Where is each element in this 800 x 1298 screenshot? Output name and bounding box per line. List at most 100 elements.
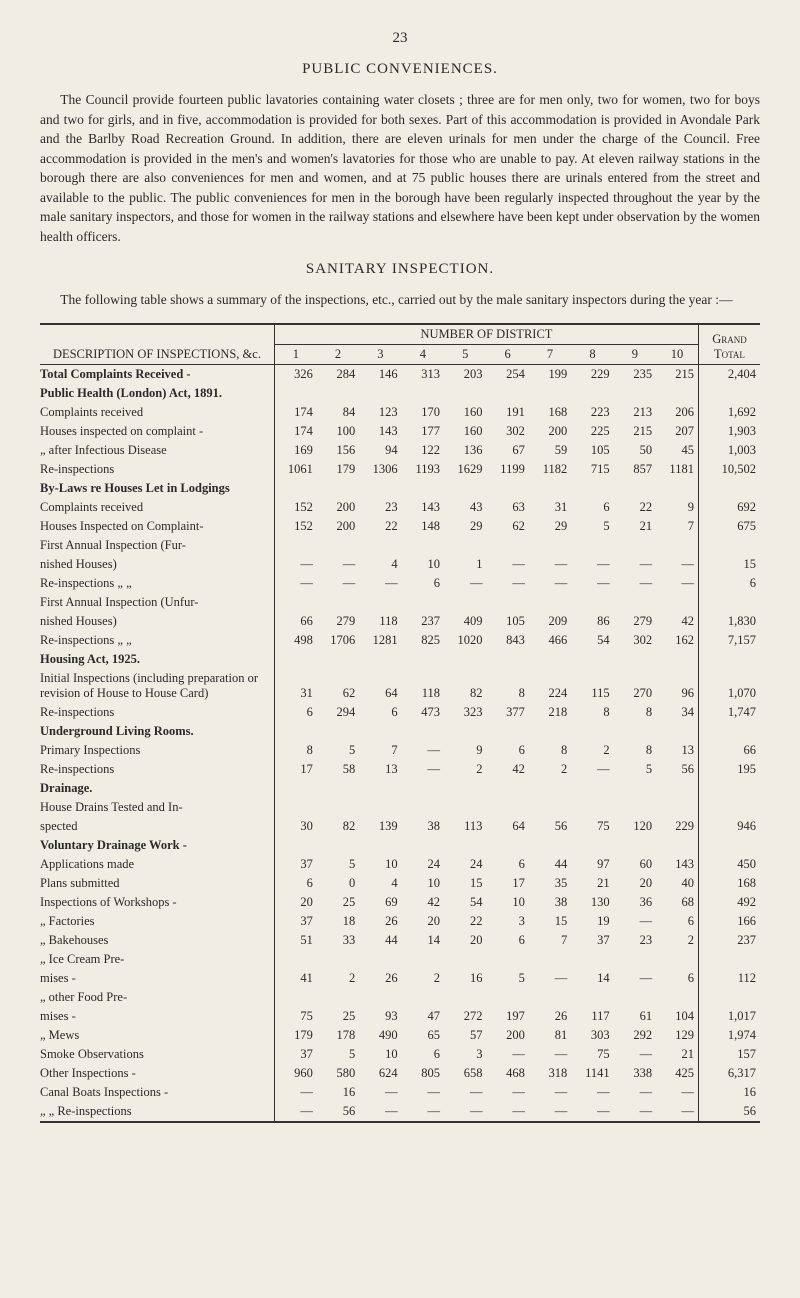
cell: [274, 950, 316, 969]
inspections-table: DESCRIPTION OF INSPECTIONS, &c. NUMBER O…: [40, 323, 760, 1123]
cell: 37: [274, 1045, 316, 1064]
cell: 715: [571, 460, 613, 479]
cell: —: [486, 574, 528, 593]
cell: 97: [571, 855, 613, 874]
cell: 1629: [444, 460, 486, 479]
cell: 60: [614, 855, 656, 874]
cell: [317, 779, 359, 798]
cell: 318: [529, 1064, 571, 1083]
cell: —: [656, 574, 698, 593]
cell-total: 450: [698, 855, 760, 874]
cell: 26: [359, 912, 401, 931]
cell: [359, 798, 401, 817]
cell: 1706: [317, 631, 359, 650]
cell: [614, 950, 656, 969]
cell: 20: [614, 874, 656, 893]
cell: 2: [529, 760, 571, 779]
table-row: mises -7525934727219726117611041,017: [40, 1007, 760, 1026]
row-label: nished Houses): [40, 612, 274, 631]
cell: [359, 779, 401, 798]
cell: 174: [274, 403, 316, 422]
cell: 5: [317, 855, 359, 874]
cell-total: 1,070: [698, 669, 760, 703]
cell: 466: [529, 631, 571, 650]
cell: —: [402, 760, 444, 779]
cell: 218: [529, 703, 571, 722]
cell: 156: [317, 441, 359, 460]
cell: 200: [317, 517, 359, 536]
cell: [656, 988, 698, 1007]
cell: 209: [529, 612, 571, 631]
cell: 42: [656, 612, 698, 631]
cell: 1281: [359, 631, 401, 650]
cell: 6: [402, 574, 444, 593]
cell-total: 692: [698, 498, 760, 517]
cell: 123: [359, 403, 401, 422]
cell: 75: [571, 817, 613, 836]
cell: [529, 798, 571, 817]
row-label: Inspections of Workshops -: [40, 893, 274, 912]
cell: 130: [571, 893, 613, 912]
cell: [614, 798, 656, 817]
row-label: Houses inspected on complaint -: [40, 422, 274, 441]
cell: 191: [486, 403, 528, 422]
cell: —: [656, 1083, 698, 1102]
cell: —: [486, 1045, 528, 1064]
table-row: Plans submitted60410151735212040168: [40, 874, 760, 893]
cell: 1061: [274, 460, 316, 479]
row-label: Re-inspections: [40, 460, 274, 479]
cell-total: 1,903: [698, 422, 760, 441]
cell: 843: [486, 631, 528, 650]
table-row: Re-inspections „ „———6——————6: [40, 574, 760, 593]
cell: 100: [317, 422, 359, 441]
cell: [444, 722, 486, 741]
cell: 179: [274, 1026, 316, 1045]
cell: [614, 536, 656, 555]
cell: [614, 836, 656, 855]
cell: —: [444, 574, 486, 593]
cell: 23: [359, 498, 401, 517]
cell: 66: [274, 612, 316, 631]
cell: [402, 722, 444, 741]
cell: 42: [486, 760, 528, 779]
row-label: mises -: [40, 1007, 274, 1026]
cell-total: [698, 779, 760, 798]
cell: 51: [274, 931, 316, 950]
cell: [486, 479, 528, 498]
cell: 139: [359, 817, 401, 836]
cell: 229: [656, 817, 698, 836]
cell: 5: [317, 741, 359, 760]
cell: 10: [359, 1045, 401, 1064]
cell: 86: [571, 612, 613, 631]
cell: 117: [571, 1007, 613, 1026]
cell: 37: [274, 912, 316, 931]
cell: 37: [274, 855, 316, 874]
cell: 377: [486, 703, 528, 722]
cell: [529, 536, 571, 555]
row-label: mises -: [40, 969, 274, 988]
row-label: Voluntary Drainage Work -: [40, 836, 274, 855]
cell: 326: [274, 365, 316, 385]
cell: 19: [571, 912, 613, 931]
cell: [274, 384, 316, 403]
cell: 658: [444, 1064, 486, 1083]
cell: 22: [614, 498, 656, 517]
cell: 38: [402, 817, 444, 836]
cell: 56: [317, 1102, 359, 1122]
table-row: Complaints received152200231434363316229…: [40, 498, 760, 517]
cell-total: 1,692: [698, 403, 760, 422]
cell: 9: [444, 741, 486, 760]
cell: 31: [529, 498, 571, 517]
cell: [486, 836, 528, 855]
cell: 178: [317, 1026, 359, 1045]
cell: [274, 536, 316, 555]
cell: 24: [402, 855, 444, 874]
table-row: Re-inspections6294647332337721888341,747: [40, 703, 760, 722]
cell: 64: [486, 817, 528, 836]
cell: 5: [571, 517, 613, 536]
cell: 323: [444, 703, 486, 722]
cell: 213: [614, 403, 656, 422]
paragraph-sanitary-inspection: The following table shows a summary of t…: [40, 290, 760, 310]
table-row: „ other Food Pre-: [40, 988, 760, 1007]
cell: 199: [529, 365, 571, 385]
